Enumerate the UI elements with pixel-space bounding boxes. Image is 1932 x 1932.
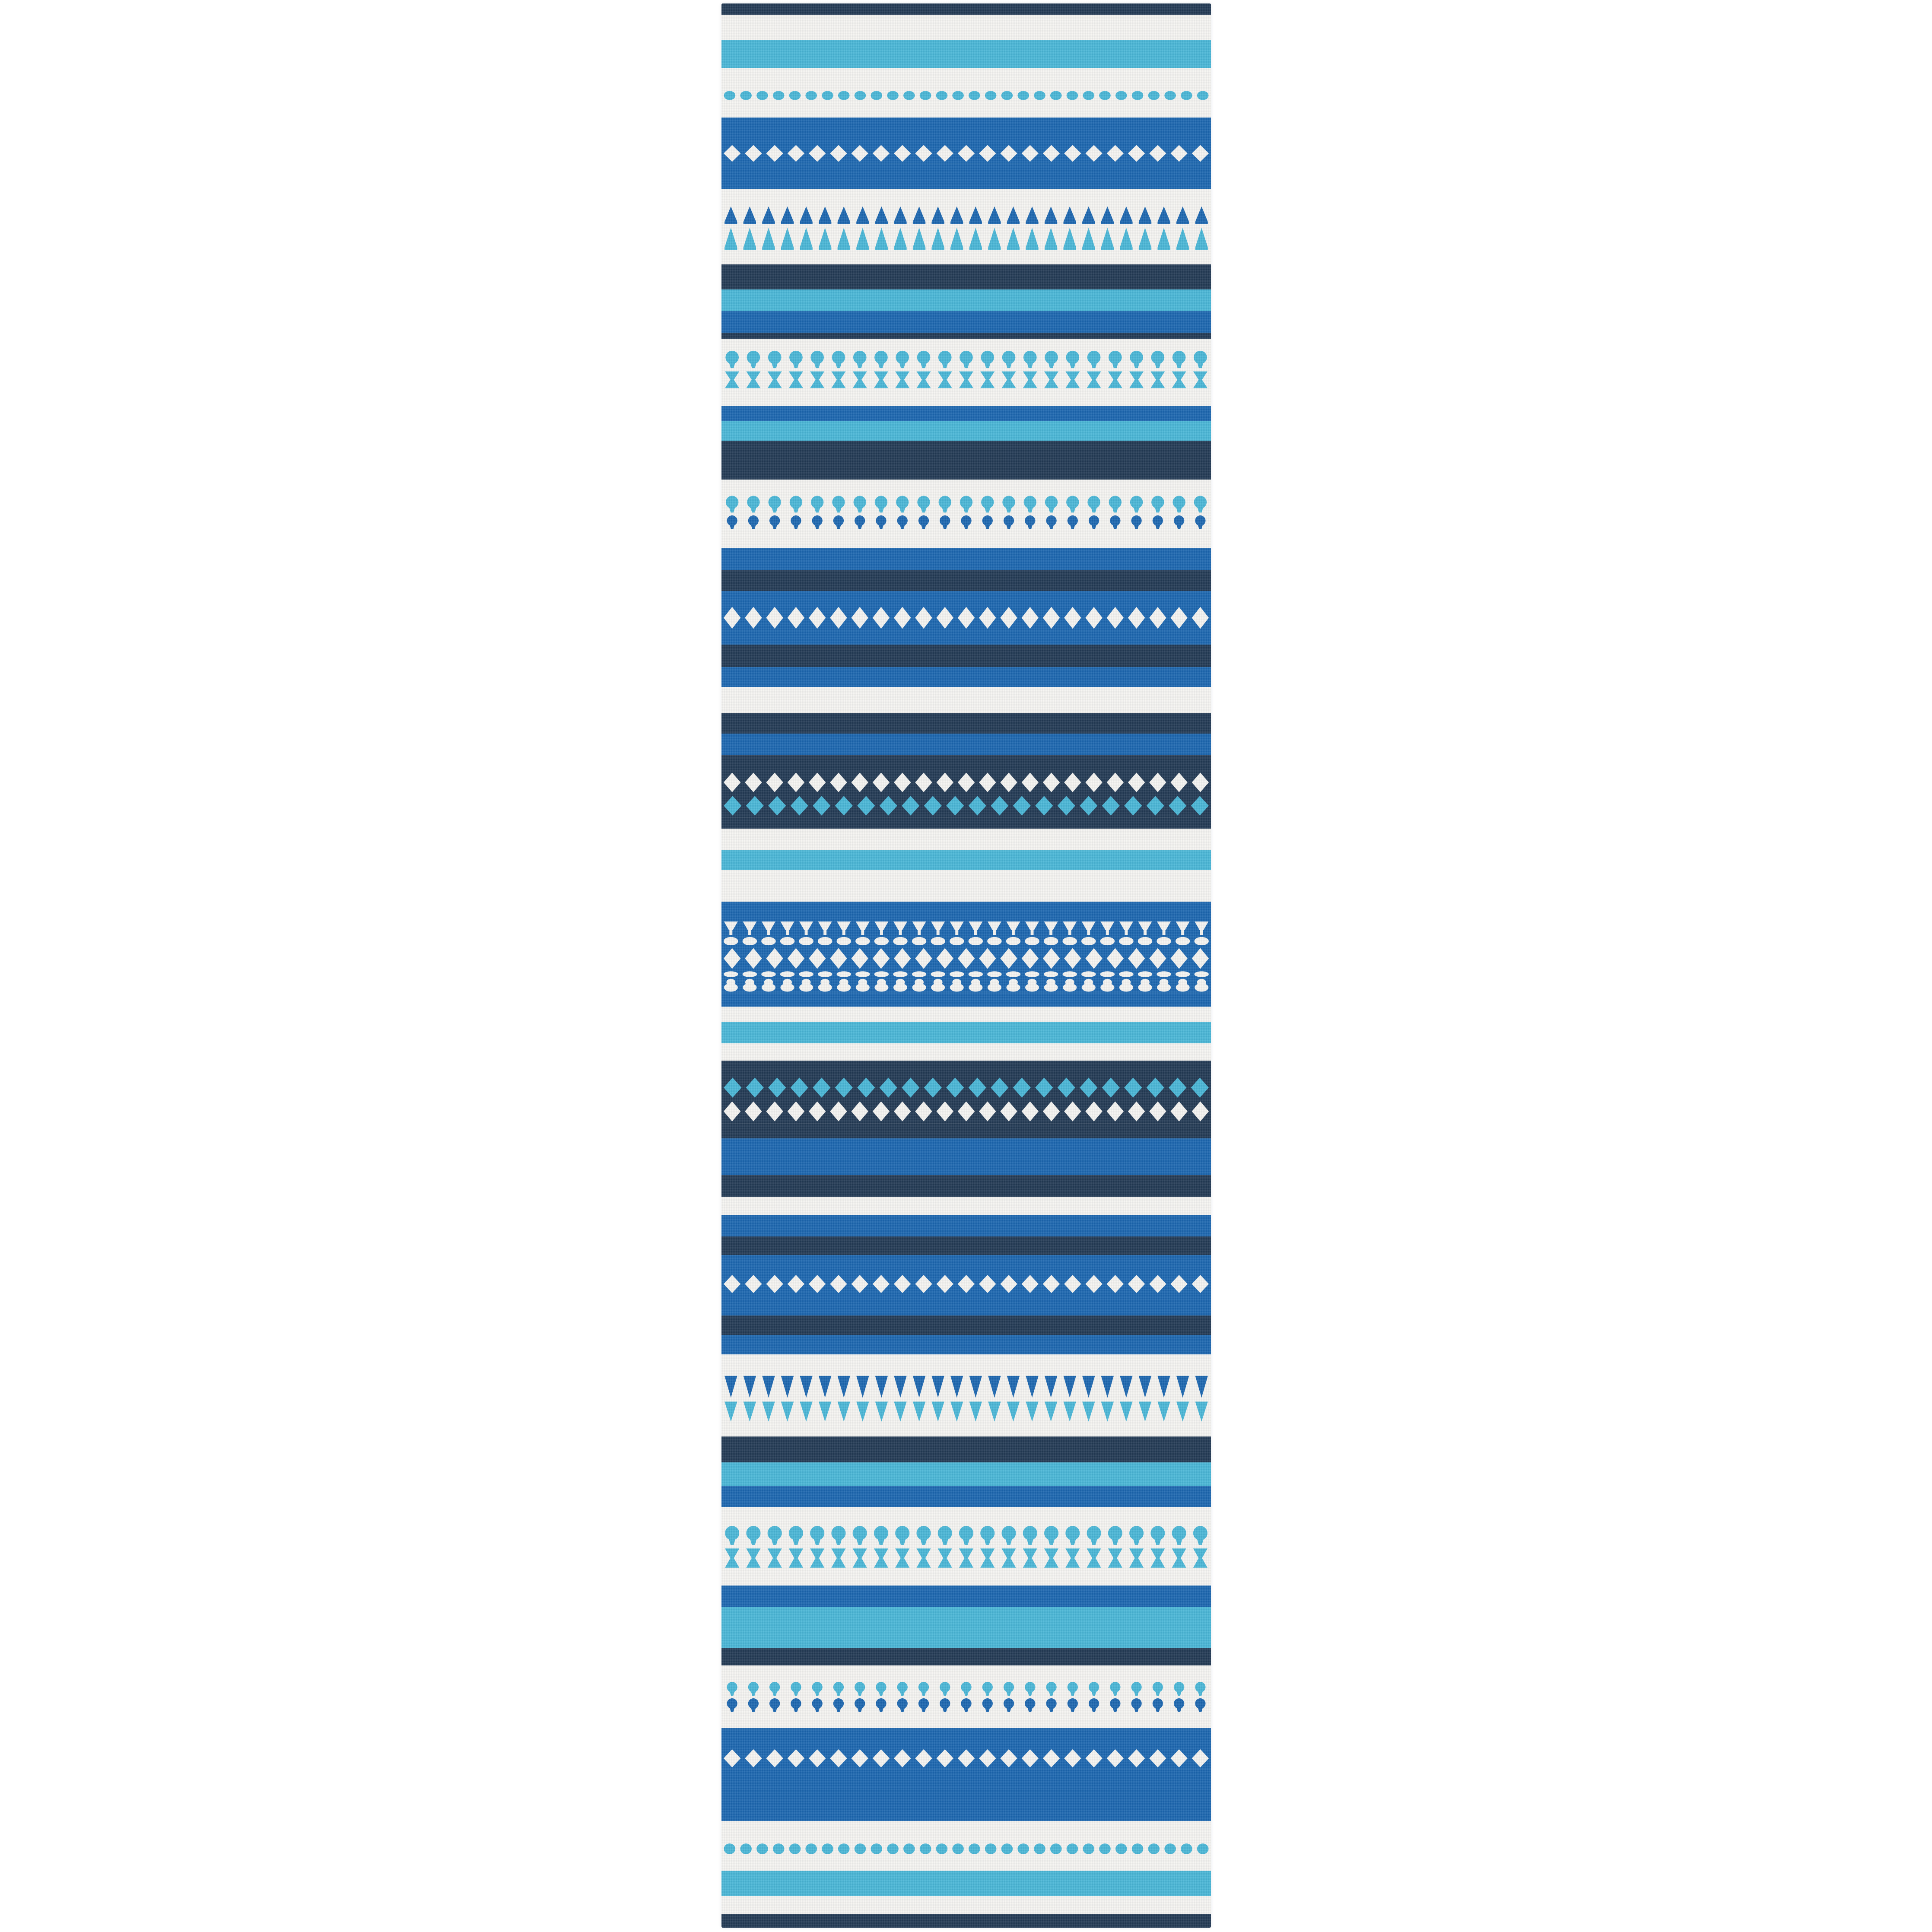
rug-stripe-31-royal — [721, 591, 1211, 605]
rug-stripe-60-royal — [721, 1138, 1211, 1175]
rug-stripe-86-drop-down-row — [721, 1697, 1211, 1713]
rug-stripe-90-royal — [721, 1769, 1211, 1821]
rug-stripe-81-royal — [721, 1586, 1211, 1607]
rug-stripe-64-navy — [721, 1236, 1211, 1255]
rug-stripe-79-hourglass-row — [721, 1547, 1211, 1570]
rug-stripe-91-white — [721, 1821, 1211, 1841]
rug-stripe-89-diamond-row — [721, 1748, 1211, 1769]
rug-stripe-18-white — [721, 339, 1211, 349]
rug-stripe-55-white — [721, 1043, 1211, 1061]
rug-stripe-48-oval-row — [721, 936, 1211, 946]
rug-stripe-72-tri-down-row — [721, 1400, 1211, 1424]
rug-stripe-5-dot-row — [721, 89, 1211, 102]
rug-stripe-38-royal — [721, 734, 1211, 755]
rug-stripe-1-navy — [721, 3, 1211, 15]
rug-stripe-11-tri-up-row — [721, 205, 1211, 226]
rug-stripe-28-white — [721, 531, 1211, 548]
rug-stripe-85-drop-down-row — [721, 1681, 1211, 1697]
rug-stripe-80-white — [721, 1570, 1211, 1586]
rug-stripe-37-navy — [721, 713, 1211, 734]
rug-stripe-87-white — [721, 1713, 1211, 1728]
rug-stripe-54-turquoise — [721, 1022, 1211, 1043]
rug-stripe-12-tri-up-row — [721, 226, 1211, 252]
rug-stripe-39-navy — [721, 755, 1211, 771]
rug-stripe-40-diamond-row — [721, 771, 1211, 794]
rug-stripe-59-navy — [721, 1123, 1211, 1138]
rug-stripe-53-white — [721, 1007, 1211, 1022]
rug-stripe-4-white — [721, 68, 1211, 89]
rug-stripe-43-white — [721, 829, 1211, 850]
rug-stripe-33-royal — [721, 631, 1211, 645]
rug-stripe-71-tri-down-row — [721, 1374, 1211, 1400]
rug-stripe-2-white — [721, 15, 1211, 40]
rug-stripe-13-white — [721, 252, 1211, 264]
rug-stripe-76-royal — [721, 1486, 1211, 1507]
rug-stripe-58-diamond-row — [721, 1099, 1211, 1123]
rug-stripe-20-hourglass-row — [721, 370, 1211, 390]
rug-stripe-44-turquoise — [721, 850, 1211, 870]
rug-stripe-23-turquoise — [721, 421, 1211, 441]
rug-stripe-29-royal — [721, 548, 1211, 570]
rug-stripe-22-royal — [721, 406, 1211, 421]
rug-stripe-25-white — [721, 480, 1211, 494]
rug-stripe-15-turquoise — [721, 289, 1211, 311]
rug-stripe-6-white — [721, 102, 1211, 118]
rug-stripe-30-navy — [721, 570, 1211, 591]
rug-stripe-24-navy — [721, 441, 1211, 480]
rug-stripe-50-oval-row — [721, 971, 1211, 978]
rug-stripe-93-white — [721, 1856, 1211, 1871]
rug-stripe-19-drop-down-row — [721, 349, 1211, 370]
rug-stripe-7-royal — [721, 118, 1211, 143]
rug-stripe-63-royal — [721, 1215, 1211, 1236]
rug-stripe-62-white — [721, 1197, 1211, 1215]
rug-stripe-27-drop-down-row — [721, 514, 1211, 531]
rug-stripe-49-diamond-row — [721, 946, 1211, 971]
rug-stripe-9-royal — [721, 163, 1211, 189]
rug-stripe-32-diamond-row — [721, 605, 1211, 631]
rug-stripe-16-royal — [721, 311, 1211, 333]
rug-stripe-46-royal — [721, 902, 1211, 920]
rug-stripe-74-navy — [721, 1436, 1211, 1462]
rug-runner — [721, 3, 1211, 1928]
rug-stripe-95-white — [721, 1896, 1211, 1914]
rug-stripe-34-navy — [721, 645, 1211, 667]
rug-stripe-51-pot-row — [721, 978, 1211, 992]
rug-stripe-77-white — [721, 1507, 1211, 1524]
rug-stripe-35-royal — [721, 667, 1211, 687]
rug-stripe-52-royal — [721, 992, 1211, 1007]
rug-stripe-94-turquoise — [721, 1871, 1211, 1896]
rug-stripe-47-goblet-row — [721, 920, 1211, 936]
rug-stripe-78-drop-down-row — [721, 1524, 1211, 1547]
rug-stripe-45-white — [721, 870, 1211, 902]
rug-stripe-14-navy — [721, 264, 1211, 289]
rug-stripe-36-white — [721, 687, 1211, 713]
rug-stripe-42-navy — [721, 817, 1211, 829]
rug-stripe-56-navy — [721, 1061, 1211, 1076]
rug-stripe-66-diamond-row — [721, 1273, 1211, 1295]
rug-stripe-21-white — [721, 390, 1211, 406]
rug-stripe-75-turquoise — [721, 1462, 1211, 1486]
rug-stripe-3-turquoise — [721, 40, 1211, 68]
rug-stripe-41-diamond-row — [721, 794, 1211, 817]
rug-stripe-26-drop-down-row — [721, 494, 1211, 514]
rug-stripe-69-royal — [721, 1335, 1211, 1354]
rug-stripe-65-royal — [721, 1255, 1211, 1273]
rug-stripe-83-navy — [721, 1648, 1211, 1665]
rug-stripe-73-white — [721, 1424, 1211, 1436]
rug-stripe-88-royal — [721, 1728, 1211, 1748]
rug-stripe-96-navy — [721, 1914, 1211, 1928]
rug-stripe-92-dot-row — [721, 1841, 1211, 1856]
rug-stripe-8-diamond-row — [721, 143, 1211, 163]
rug-stripe-82-turquoise — [721, 1607, 1211, 1648]
rug-stripe-67-royal — [721, 1295, 1211, 1316]
rug-stripe-61-navy — [721, 1175, 1211, 1197]
rug-stripe-57-diamond-row — [721, 1076, 1211, 1099]
rug-stripe-17-navy — [721, 333, 1211, 339]
rug-stripe-68-navy — [721, 1316, 1211, 1335]
rug-stripe-10-white — [721, 189, 1211, 205]
rug-stripe-70-white — [721, 1354, 1211, 1374]
rug-stripe-84-white — [721, 1665, 1211, 1681]
